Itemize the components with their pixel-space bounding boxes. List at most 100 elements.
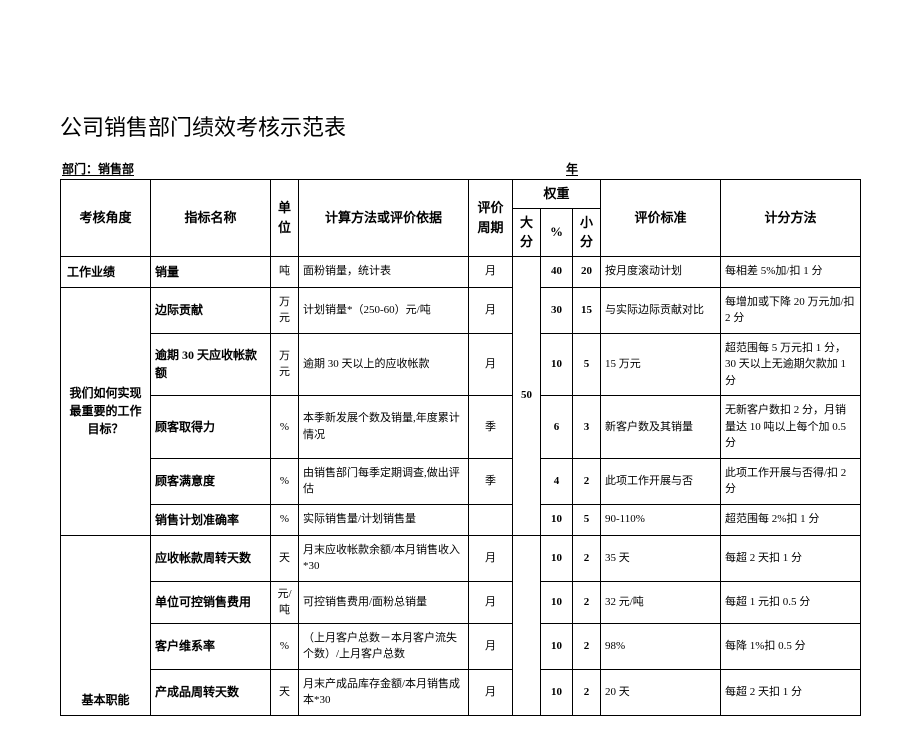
big-score xyxy=(513,535,541,715)
period-cell: 月 xyxy=(469,623,513,669)
indicator-name: 单位可控销售费用 xyxy=(151,581,271,623)
std-cell: 按月度滚动计划 xyxy=(601,256,721,287)
method-cell: 每相差 5%加/扣 1 分 xyxy=(721,256,861,287)
calc-cell: 月末应收帐款余额/本月销售收入*30 xyxy=(299,535,469,581)
period-cell: 季 xyxy=(469,396,513,459)
indicator-name: 顾客满意度 xyxy=(151,458,271,504)
calc-cell: 本季新发展个数及销量,年度累计情况 xyxy=(299,396,469,459)
meta-right: 年 xyxy=(566,160,578,177)
calc-cell: 可控销售费用/面粉总销量 xyxy=(299,581,469,623)
indicator-name: 产成品周转天数 xyxy=(151,669,271,715)
table-row: 客户维系率%（上月客户总数－本月客户流失个数）/上月客户总数月 10298%每降 … xyxy=(61,623,861,669)
period-cell: 月 xyxy=(469,535,513,581)
pct-cell: 10 xyxy=(541,581,573,623)
std-cell: 90-110% xyxy=(601,504,721,535)
indicator-name: 顾客取得力 xyxy=(151,396,271,459)
pct-cell: 10 xyxy=(541,535,573,581)
th-big: 大分 xyxy=(513,208,541,256)
table-row: 销售计划准确率%实际销售量/计划销售量 10590-110%超范围每 2%扣 1 … xyxy=(61,504,861,535)
indicator-name: 逾期 30 天应收帐款额 xyxy=(151,333,271,396)
calc-cell: 计划销量*（250-60）元/吨 xyxy=(299,287,469,333)
th-calc: 计算方法或评价依据 xyxy=(299,180,469,257)
small-cell: 2 xyxy=(573,535,601,581)
std-cell: 新客户数及其销量 xyxy=(601,396,721,459)
table-row: 顾客取得力%本季新发展个数及销量,年度累计情况季63新客户数及其销量无新客户数扣… xyxy=(61,396,861,459)
th-angle: 考核角度 xyxy=(61,180,151,257)
angle-body: 我们如何实现最重要的工作目标？ xyxy=(61,287,151,535)
std-cell: 35 天 xyxy=(601,535,721,581)
unit-cell: % xyxy=(271,623,299,669)
unit-cell: 万元 xyxy=(271,287,299,333)
small-cell: 5 xyxy=(573,504,601,535)
page-title: 公司销售部门绩效考核示范表 xyxy=(60,110,860,142)
small-cell: 2 xyxy=(573,458,601,504)
method-cell: 每降 1%扣 0.5 分 xyxy=(721,623,861,669)
table-row: 工作业绩销量吨面粉销量，统计表月504020按月度滚动计划每相差 5%加/扣 1… xyxy=(61,256,861,287)
method-cell: 超范围每 2%扣 1 分 xyxy=(721,504,861,535)
unit-cell: 天 xyxy=(271,535,299,581)
th-method: 计分方法 xyxy=(721,180,861,257)
small-cell: 15 xyxy=(573,287,601,333)
table-header: 考核角度 指标名称 单位 计算方法或评价依据 评价周期 权重 评价标准 计分方法… xyxy=(61,180,861,257)
unit-cell: % xyxy=(271,458,299,504)
th-weight: 权重 xyxy=(513,180,601,209)
small-cell: 2 xyxy=(573,623,601,669)
small-cell: 20 xyxy=(573,256,601,287)
calc-cell: 逾期 30 天以上的应收帐款 xyxy=(299,333,469,396)
method-cell: 每超 1 元扣 0.5 分 xyxy=(721,581,861,623)
meta-left: 部门：销售部 xyxy=(62,160,134,177)
table-row: 产成品周转天数天月末产成品库存金额/本月销售成本*30月 10220 天每超 2 … xyxy=(61,669,861,715)
pct-cell: 10 xyxy=(541,333,573,396)
calc-cell: 实际销售量/计划销售量 xyxy=(299,504,469,535)
method-cell: 每增加或下降 20 万元加/扣 2 分 xyxy=(721,287,861,333)
pct-cell: 10 xyxy=(541,669,573,715)
unit-cell: 元/吨 xyxy=(271,581,299,623)
pct-cell: 40 xyxy=(541,256,573,287)
indicator-name: 边际贡献 xyxy=(151,287,271,333)
method-cell: 超范围每 5 万元扣 1 分，30 天以上无逾期欠款加 1 分 xyxy=(721,333,861,396)
th-small: 小分 xyxy=(573,208,601,256)
table-row: 逾期 30 天应收帐款额万元逾期 30 天以上的应收帐款月10515 万元超范围… xyxy=(61,333,861,396)
calc-cell: 面粉销量，统计表 xyxy=(299,256,469,287)
pct-cell: 4 xyxy=(541,458,573,504)
std-cell: 20 天 xyxy=(601,669,721,715)
small-cell: 2 xyxy=(573,669,601,715)
table-row: 我们如何实现最重要的工作目标？边际贡献万元计划销量*（250-60）元/吨月30… xyxy=(61,287,861,333)
indicator-name: 应收帐款周转天数 xyxy=(151,535,271,581)
std-cell: 98% xyxy=(601,623,721,669)
indicator-name: 客户维系率 xyxy=(151,623,271,669)
std-cell: 15 万元 xyxy=(601,333,721,396)
method-cell: 每超 2 天扣 1 分 xyxy=(721,669,861,715)
table-row: 顾客满意度%由销售部门每季定期调查,做出评估季42此项工作开展与否此项工作开展与… xyxy=(61,458,861,504)
pct-cell: 10 xyxy=(541,504,573,535)
period-cell: 月 xyxy=(469,581,513,623)
pct-cell: 6 xyxy=(541,396,573,459)
unit-cell: 吨 xyxy=(271,256,299,287)
period-cell: 月 xyxy=(469,287,513,333)
unit-cell: % xyxy=(271,504,299,535)
th-unit: 单位 xyxy=(271,180,299,257)
unit-cell: % xyxy=(271,396,299,459)
angle-body: 基本职能 xyxy=(61,535,151,715)
unit-cell: 万元 xyxy=(271,333,299,396)
th-name: 指标名称 xyxy=(151,180,271,257)
indicator-name: 销量 xyxy=(151,256,271,287)
th-std: 评价标准 xyxy=(601,180,721,257)
calc-cell: 月末产成品库存金额/本月销售成本*30 xyxy=(299,669,469,715)
small-cell: 3 xyxy=(573,396,601,459)
table-row: 单位可控销售费用元/吨可控销售费用/面粉总销量月10232 元/吨每超 1 元扣… xyxy=(61,581,861,623)
pct-cell: 30 xyxy=(541,287,573,333)
unit-cell: 天 xyxy=(271,669,299,715)
calc-cell: （上月客户总数－本月客户流失个数）/上月客户总数 xyxy=(299,623,469,669)
th-pct: % xyxy=(541,208,573,256)
period-cell: 月 xyxy=(469,669,513,715)
calc-cell: 由销售部门每季定期调查,做出评估 xyxy=(299,458,469,504)
method-cell: 每超 2 天扣 1 分 xyxy=(721,535,861,581)
pct-cell: 10 xyxy=(541,623,573,669)
indicator-name: 销售计划准确率 xyxy=(151,504,271,535)
table-row: 基本职能应收帐款周转天数天月末应收帐款余额/本月销售收入*30月10235 天每… xyxy=(61,535,861,581)
period-cell: 月 xyxy=(469,256,513,287)
period-cell: 季 xyxy=(469,458,513,504)
small-cell: 2 xyxy=(573,581,601,623)
std-cell: 与实际边际贡献对比 xyxy=(601,287,721,333)
